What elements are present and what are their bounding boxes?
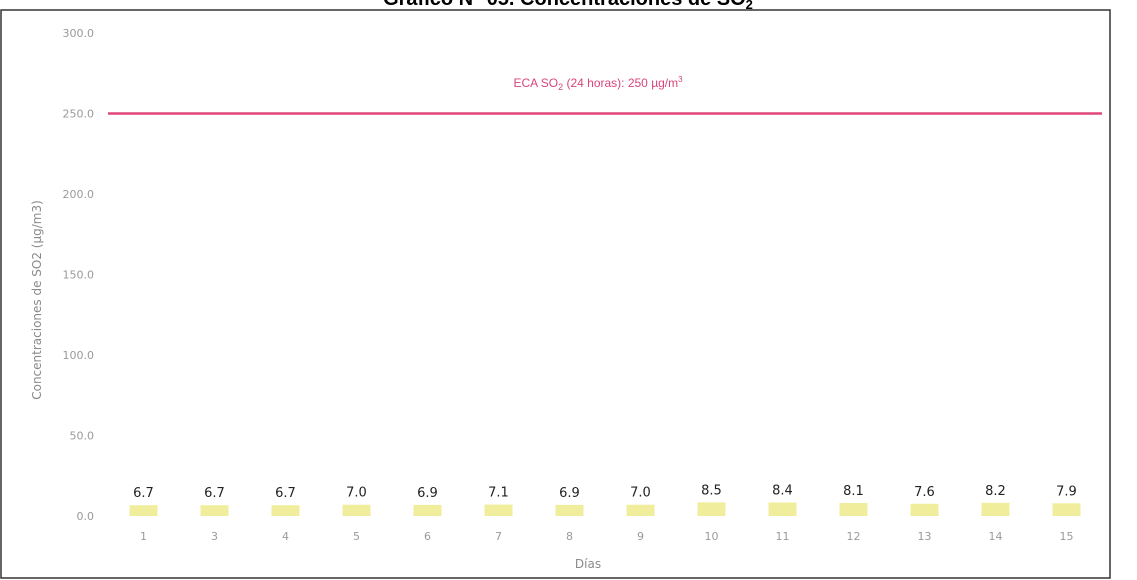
x-tick-label: 5	[353, 530, 360, 543]
bar-value-label: 8.2	[985, 484, 1006, 499]
reference-line-label: ECA SO2 (24 horas): 250 µg/m3	[513, 75, 683, 92]
bar-value-label: 6.7	[275, 486, 296, 501]
y-tick-label: 50.0	[70, 430, 95, 443]
x-tick-label: 3	[211, 530, 218, 543]
bar	[697, 502, 726, 516]
bar-value-label: 8.1	[843, 484, 864, 499]
x-tick-label: 9	[637, 530, 644, 543]
bar	[129, 505, 158, 516]
y-axis-label: Concentraciones de SO2 (µg/m3)	[30, 200, 44, 400]
chart-title: Gráfico N° 05. Concentraciones de SO2	[383, 0, 753, 12]
bar-value-label: 7.9	[1056, 484, 1077, 499]
value-labels: 6.7 6.7 6.7 7.0 6.9 7.1 6.9 7.0 8.5 8.4 8.1 7.6 8.2 7…	[133, 483, 1077, 501]
chart-title-subscript: 2	[746, 0, 753, 12]
bars	[129, 502, 1081, 516]
y-tick-label: 100.0	[63, 349, 95, 362]
x-tick-label: 13	[918, 530, 932, 543]
bar	[839, 502, 868, 516]
x-tick-label: 12	[847, 530, 861, 543]
y-tick-label: 150.0	[63, 269, 95, 282]
x-tick-label: 10	[705, 530, 719, 543]
x-tick-label: 7	[495, 530, 502, 543]
bar	[910, 503, 939, 516]
y-axis-ticks: 0.0 50.0 100.0 150.0 200.0 250.0 300.0	[63, 27, 95, 523]
bar-value-label: 8.5	[701, 483, 722, 498]
bar	[626, 504, 655, 516]
y-tick-label: 300.0	[63, 27, 95, 40]
bar	[1052, 503, 1081, 516]
y-tick-label: 250.0	[63, 108, 95, 121]
bar-value-label: 7.1	[488, 486, 509, 501]
bar-value-label: 7.0	[630, 486, 651, 501]
reference-label-sub: 2	[558, 82, 563, 92]
bar-value-label: 7.6	[914, 485, 935, 500]
reference-label-sup: 3	[678, 75, 683, 84]
reference-label-mid: (24 horas): 250 µg/m	[563, 76, 678, 90]
x-axis-ticks: 1 3 4 5 6 7 8 9 10 11 12 13 14 15	[140, 530, 1074, 543]
bar	[555, 504, 584, 516]
x-tick-label: 6	[424, 530, 431, 543]
bar	[484, 504, 513, 516]
chart-title-prefix: Gráfico N°	[383, 0, 481, 10]
x-tick-label: 15	[1060, 530, 1074, 543]
y-tick-label: 0.0	[77, 510, 95, 523]
x-tick-label: 11	[776, 530, 790, 543]
bar	[413, 504, 442, 516]
bar	[981, 502, 1010, 516]
bar-value-label: 6.7	[204, 486, 225, 501]
bar-value-label: 6.7	[133, 486, 154, 501]
x-tick-label: 8	[566, 530, 573, 543]
chart-title-main: 05. Concentraciones de SO	[487, 0, 746, 10]
x-tick-label: 4	[282, 530, 289, 543]
bar	[200, 505, 229, 516]
bar	[342, 504, 371, 516]
bar-value-label: 7.0	[346, 486, 367, 501]
x-tick-label: 14	[989, 530, 1003, 543]
reference-label-pre: ECA SO	[513, 76, 558, 90]
bar	[768, 502, 797, 516]
bar-value-label: 6.9	[559, 486, 580, 501]
bar-value-label: 6.9	[417, 486, 438, 501]
bar	[271, 505, 300, 516]
x-axis-label: Días	[575, 557, 601, 571]
chart-frame	[0, 9, 1111, 579]
x-tick-label: 1	[140, 530, 147, 543]
bar-value-label: 8.4	[772, 483, 793, 498]
y-tick-label: 200.0	[63, 188, 95, 201]
